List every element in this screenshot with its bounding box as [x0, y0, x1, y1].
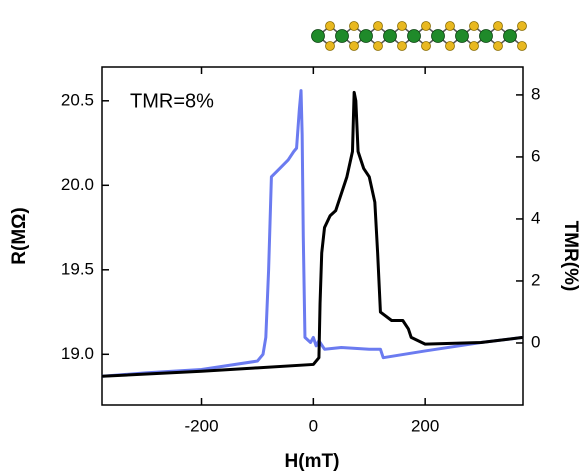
x-axis-label: H(mT) — [285, 451, 340, 472]
x-tick-label: -200 — [185, 416, 219, 435]
y-tick-label: 19.0 — [61, 344, 94, 363]
data-line — [101, 89, 524, 378]
y-tick-label: 20.5 — [61, 90, 94, 109]
y2-tick-label: 8 — [531, 84, 540, 103]
y2-tick-label: 2 — [531, 270, 540, 289]
data-line — [101, 90, 524, 378]
annotation: TMR=8% — [130, 90, 214, 112]
y2-tick-label: 6 — [531, 146, 540, 165]
x-tick-label: 200 — [411, 416, 439, 435]
y-tick-label: 19.5 — [61, 259, 94, 278]
y-tick-label: 20.0 — [61, 175, 94, 194]
plot-frame — [101, 66, 524, 406]
x-tick-label: 0 — [309, 416, 318, 435]
y-axis-label: R(MΩ) — [9, 207, 30, 264]
molecule-icon — [311, 21, 527, 51]
y2-tick-label: 4 — [531, 208, 540, 227]
y2-tick-label: 0 — [531, 332, 540, 351]
y2-axis-label: TMR(%) — [560, 221, 581, 292]
